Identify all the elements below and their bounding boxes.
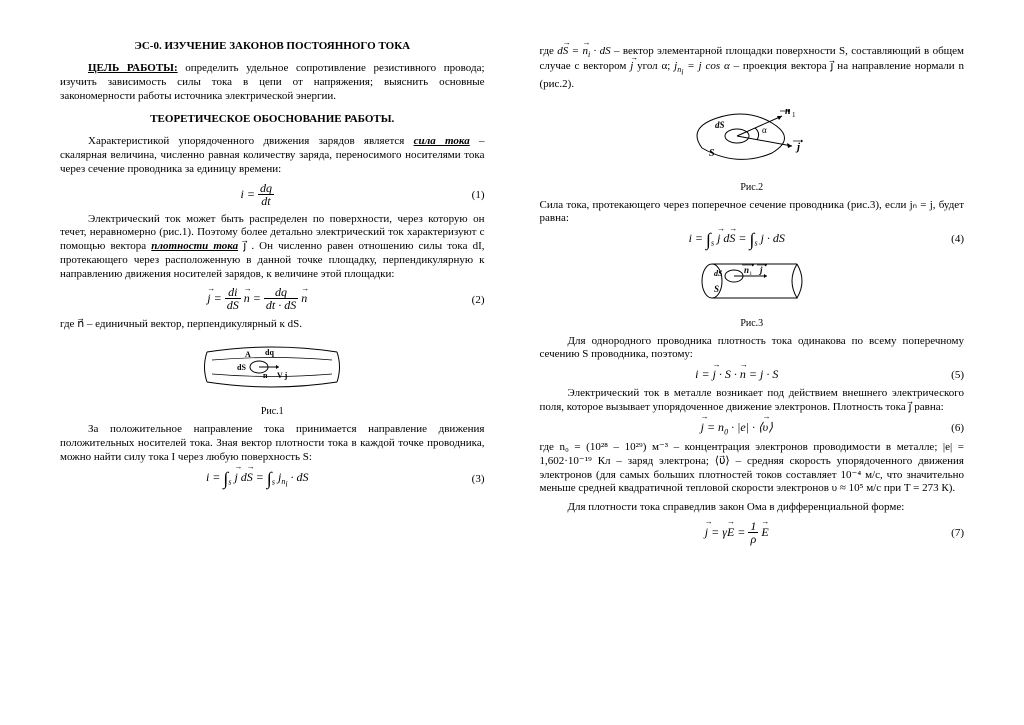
svg-text:dq: dq	[265, 348, 274, 357]
figure-2-caption: Рис.2	[540, 182, 965, 193]
figure-1: A dq dS n V j	[60, 337, 485, 400]
right-column: где dS = ni · dS – вектор элементарной п…	[540, 40, 965, 550]
svg-text:S: S	[714, 284, 719, 294]
figure-2: dS S n1 j α	[540, 98, 965, 176]
svg-text:dS: dS	[237, 363, 246, 372]
svg-text:S: S	[709, 148, 715, 159]
svg-text:n: n	[744, 265, 749, 275]
equation-7: j = γE = 1ρ E (7)	[540, 520, 965, 546]
figure-3-caption: Рис.3	[540, 318, 965, 329]
figure-1-caption: Рис.1	[60, 406, 485, 417]
equation-4: i = ∫s j dS = ∫s j · dS (4)	[540, 231, 965, 247]
para-5: где dS = ni · dS – вектор элементарной п…	[540, 45, 965, 92]
equation-5: i = j · S · n = j · S (5)	[540, 367, 965, 382]
term-current: сила тока	[414, 135, 470, 147]
page-two-column: ЭС-0. ИЗУЧЕНИЕ ЗАКОНОВ ПОСТОЯННОГО ТОКА …	[60, 40, 964, 550]
para-7: Для однородного проводника плотность ток…	[540, 335, 965, 363]
equation-1: i = dqdt (1)	[60, 182, 485, 208]
figure-1-svg: A dq dS n V j	[197, 337, 347, 397]
para-1: Характеристикой упорядоченного движения …	[60, 135, 485, 176]
para-4: За положительное направление тока приним…	[60, 423, 485, 464]
svg-text:j: j	[758, 265, 763, 275]
equation-2: j = didS n = dqdt · dS n (2)	[60, 286, 485, 312]
para-10: Для плотности тока справедлив закон Ома …	[540, 501, 965, 515]
svg-text:dS: dS	[714, 269, 723, 278]
para-6: Сила тока, протекающего через поперечное…	[540, 199, 965, 227]
svg-text:1: 1	[792, 111, 796, 119]
svg-text:α: α	[762, 125, 767, 135]
figure-3: dS S ni j	[540, 254, 965, 312]
svg-text:V j: V j	[277, 371, 288, 380]
svg-text:j: j	[795, 141, 801, 153]
figure-3-svg: dS S ni j	[682, 254, 822, 309]
para-3: где n⃗ – единичный вектор, перпендикуляр…	[60, 318, 485, 332]
equation-3: i = ∫s j dS = ∫s jni · dS (3)	[60, 470, 485, 489]
term-density: плотности тока	[151, 240, 238, 252]
para-8: Электрический ток в металле возникает по…	[540, 387, 965, 415]
doc-title: ЭС-0. ИЗУЧЕНИЕ ЗАКОНОВ ПОСТОЯННОГО ТОКА	[60, 40, 485, 52]
svg-text:dS: dS	[715, 120, 725, 130]
para-9: где n₀ = (10²⁸ – 10²⁹) м⁻³ – концентраци…	[540, 441, 965, 496]
left-column: ЭС-0. ИЗУЧЕНИЕ ЗАКОНОВ ПОСТОЯННОГО ТОКА …	[60, 40, 485, 550]
goal-paragraph: ЦЕЛЬ РАБОТЫ: определить удельное сопроти…	[60, 62, 485, 103]
svg-text:A: A	[245, 350, 251, 359]
figure-2-svg: dS S n1 j α	[677, 98, 827, 173]
svg-text:n: n	[263, 371, 268, 380]
equation-6: j = n0 · |e| · ⟨υ⟩ (6)	[540, 420, 965, 436]
theory-title: ТЕОРЕТИЧЕСКОЕ ОБОСНОВАНИЕ РАБОТЫ.	[60, 113, 485, 125]
para-2: Электрический ток может быть распределен…	[60, 213, 485, 282]
goal-label: ЦЕЛЬ РАБОТЫ:	[88, 62, 178, 74]
